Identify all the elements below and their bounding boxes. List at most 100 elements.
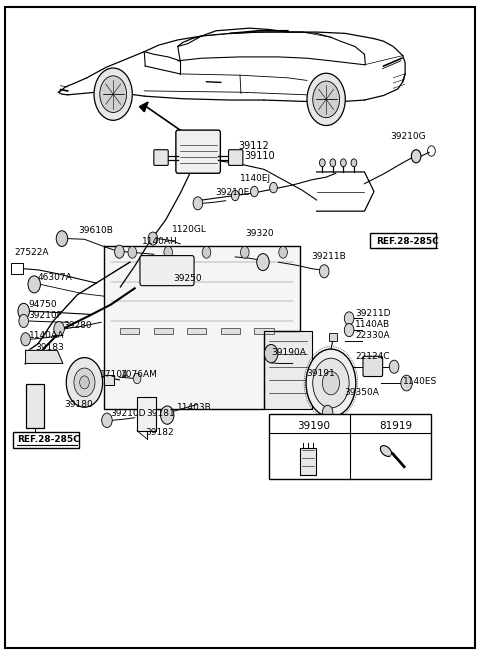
Text: 11403B: 11403B bbox=[177, 403, 212, 412]
Text: 39210F: 39210F bbox=[28, 311, 62, 320]
Bar bbox=[269, 414, 432, 479]
FancyBboxPatch shape bbox=[176, 130, 220, 174]
Text: 94750: 94750 bbox=[28, 300, 57, 309]
Circle shape bbox=[102, 413, 112, 428]
Text: 39211B: 39211B bbox=[311, 252, 346, 261]
Text: 39320: 39320 bbox=[245, 229, 274, 238]
Bar bbox=[254, 328, 274, 334]
Circle shape bbox=[340, 159, 346, 167]
Text: 1120GL: 1120GL bbox=[172, 225, 207, 234]
Text: 22330A: 22330A bbox=[355, 331, 389, 340]
Circle shape bbox=[264, 345, 278, 363]
Circle shape bbox=[330, 159, 336, 167]
Text: 39183: 39183 bbox=[35, 343, 64, 352]
Text: 1140EJ: 1140EJ bbox=[240, 174, 271, 183]
Circle shape bbox=[323, 371, 339, 395]
Bar bbox=[25, 384, 44, 428]
Text: 1140AB: 1140AB bbox=[355, 320, 390, 329]
Circle shape bbox=[202, 246, 211, 258]
Circle shape bbox=[74, 368, 95, 397]
Text: 39210E: 39210E bbox=[215, 189, 250, 197]
Text: 27522A: 27522A bbox=[14, 248, 48, 257]
Circle shape bbox=[313, 358, 349, 408]
Polygon shape bbox=[25, 350, 63, 364]
Circle shape bbox=[411, 150, 421, 163]
Circle shape bbox=[323, 405, 333, 420]
Circle shape bbox=[100, 76, 127, 113]
Bar bbox=[120, 328, 140, 334]
Circle shape bbox=[251, 186, 258, 196]
Text: 39210G: 39210G bbox=[391, 132, 426, 141]
Text: 39112: 39112 bbox=[239, 141, 269, 151]
Circle shape bbox=[115, 245, 124, 258]
Text: REF.28-285C: REF.28-285C bbox=[17, 435, 80, 444]
Text: 39110: 39110 bbox=[245, 151, 276, 161]
Text: 46307A: 46307A bbox=[38, 273, 73, 282]
Bar bbox=[300, 448, 316, 476]
Circle shape bbox=[307, 73, 345, 126]
Text: 1140ES: 1140ES bbox=[403, 377, 437, 386]
Circle shape bbox=[28, 276, 40, 293]
Circle shape bbox=[18, 303, 29, 319]
Bar bbox=[370, 233, 436, 248]
Circle shape bbox=[401, 375, 412, 391]
Circle shape bbox=[344, 312, 354, 325]
Bar bbox=[11, 263, 23, 274]
Bar bbox=[221, 328, 240, 334]
Text: 1140AH: 1140AH bbox=[143, 236, 178, 246]
Text: REF.28-285C: REF.28-285C bbox=[376, 237, 439, 246]
Bar bbox=[104, 375, 114, 385]
Circle shape bbox=[306, 349, 356, 417]
Text: 39210D: 39210D bbox=[110, 409, 145, 419]
FancyBboxPatch shape bbox=[363, 356, 383, 377]
Circle shape bbox=[94, 68, 132, 121]
Circle shape bbox=[270, 182, 277, 193]
Circle shape bbox=[66, 358, 103, 407]
Circle shape bbox=[164, 246, 172, 258]
Circle shape bbox=[21, 333, 30, 346]
Text: 39190: 39190 bbox=[298, 421, 330, 431]
Text: 1076AM: 1076AM bbox=[121, 370, 158, 379]
Circle shape bbox=[80, 376, 89, 389]
FancyBboxPatch shape bbox=[154, 150, 168, 166]
Circle shape bbox=[344, 324, 354, 337]
Text: 39182: 39182 bbox=[146, 428, 174, 437]
Text: 39211D: 39211D bbox=[355, 309, 390, 318]
Text: 39280: 39280 bbox=[63, 321, 92, 330]
Circle shape bbox=[54, 322, 64, 336]
FancyBboxPatch shape bbox=[228, 150, 243, 166]
Circle shape bbox=[19, 314, 28, 328]
Circle shape bbox=[133, 373, 141, 384]
Bar bbox=[187, 328, 206, 334]
Circle shape bbox=[160, 406, 174, 424]
Circle shape bbox=[320, 265, 329, 278]
Ellipse shape bbox=[380, 445, 392, 457]
Bar bbox=[13, 432, 79, 448]
Text: 39191: 39191 bbox=[306, 369, 335, 378]
Circle shape bbox=[313, 81, 339, 118]
Polygon shape bbox=[104, 246, 300, 409]
Circle shape bbox=[231, 190, 239, 200]
Text: 39350A: 39350A bbox=[344, 388, 379, 398]
Text: 39250: 39250 bbox=[173, 274, 202, 283]
Bar bbox=[137, 397, 156, 431]
Circle shape bbox=[240, 246, 249, 258]
Text: 39180: 39180 bbox=[64, 400, 93, 409]
Text: 39190A: 39190A bbox=[271, 348, 306, 357]
Circle shape bbox=[257, 253, 269, 271]
Text: 39610B: 39610B bbox=[78, 226, 113, 235]
FancyBboxPatch shape bbox=[140, 255, 194, 286]
Polygon shape bbox=[140, 102, 148, 112]
Polygon shape bbox=[264, 331, 312, 409]
Circle shape bbox=[128, 246, 137, 258]
Text: 81919: 81919 bbox=[379, 421, 412, 431]
Text: 39181: 39181 bbox=[147, 409, 175, 419]
Circle shape bbox=[320, 159, 325, 167]
Bar bbox=[154, 328, 173, 334]
Text: 17104: 17104 bbox=[100, 370, 129, 379]
Text: 1140AA: 1140AA bbox=[29, 331, 65, 341]
Circle shape bbox=[389, 360, 399, 373]
Text: 22124C: 22124C bbox=[355, 352, 389, 361]
Circle shape bbox=[193, 196, 203, 210]
Bar bbox=[328, 333, 337, 341]
